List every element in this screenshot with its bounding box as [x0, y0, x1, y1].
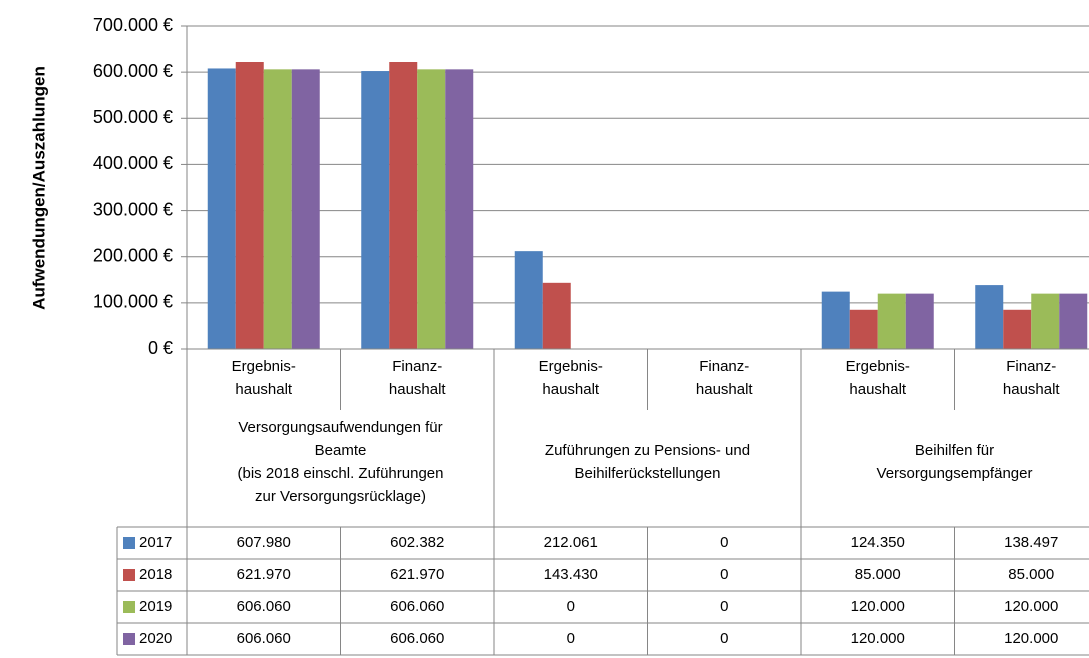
bar — [235, 62, 264, 349]
table-value: 606.060 — [237, 630, 291, 647]
table-value: 0 — [720, 566, 728, 583]
table-value: 143.430 — [544, 566, 598, 583]
table-value: 606.060 — [390, 630, 444, 647]
legend-label: 2019 — [139, 598, 172, 615]
category-label: Ergebnis- — [232, 358, 296, 375]
legend-label: 2017 — [139, 534, 172, 551]
bar — [263, 69, 292, 349]
table-value: 120.000 — [1004, 630, 1058, 647]
y-tick-label: 0 € — [148, 338, 173, 358]
y-tick-label: 300.000 € — [93, 199, 173, 219]
bar — [291, 69, 320, 349]
bar — [905, 293, 934, 349]
table-value: 124.350 — [851, 534, 905, 551]
table-value: 606.060 — [390, 598, 444, 615]
group-label: zur Versorgungsrücklage) — [255, 488, 426, 505]
category-label: haushalt — [849, 381, 907, 398]
category-label: Finanz- — [392, 358, 442, 375]
table-value: 0 — [720, 534, 728, 551]
category-label: haushalt — [696, 381, 754, 398]
bar — [877, 293, 906, 349]
table-value: 0 — [720, 598, 728, 615]
bar — [1031, 293, 1060, 349]
table-value: 85.000 — [855, 566, 901, 583]
legend-label: 2018 — [139, 566, 172, 583]
table-value: 621.970 — [390, 566, 444, 583]
category-label: haushalt — [1003, 381, 1061, 398]
y-tick-label: 400.000 € — [93, 153, 173, 173]
table-value: 621.970 — [237, 566, 291, 583]
bar — [849, 309, 878, 349]
group-label: Beamte — [315, 442, 367, 459]
category-label: haushalt — [389, 381, 447, 398]
bar — [975, 285, 1004, 349]
y-axis-title: Aufwendungen/Auszahlungen — [29, 66, 48, 310]
table-value: 120.000 — [851, 598, 905, 615]
y-tick-label: 600.000 € — [93, 61, 173, 81]
bar — [1003, 309, 1032, 349]
table-value: 607.980 — [237, 534, 291, 551]
category-label: Ergebnis- — [539, 358, 603, 375]
group-label: Versorgungsempfänger — [877, 465, 1033, 482]
table-value: 120.000 — [851, 630, 905, 647]
category-label: Finanz- — [1006, 358, 1056, 375]
table-value: 120.000 — [1004, 598, 1058, 615]
y-tick-label: 100.000 € — [93, 292, 173, 312]
group-label: Beihilfen für — [915, 442, 994, 459]
table-value: 0 — [567, 598, 575, 615]
category-label: Ergebnis- — [846, 358, 910, 375]
bar — [417, 69, 446, 349]
category-label: haushalt — [542, 381, 600, 398]
group-label: Zuführungen zu Pensions- und — [545, 442, 750, 459]
table-value: 0 — [567, 630, 575, 647]
table-value: 212.061 — [544, 534, 598, 551]
group-label: (bis 2018 einschl. Zuführungen — [238, 465, 444, 482]
table-value: 138.497 — [1004, 534, 1058, 551]
table-value: 602.382 — [390, 534, 444, 551]
bar — [821, 291, 850, 349]
group-label: Beihilferückstellungen — [575, 465, 721, 482]
y-tick-label: 200.000 € — [93, 245, 173, 265]
category-label: haushalt — [235, 381, 293, 398]
y-tick-label: 500.000 € — [93, 107, 173, 127]
legend-swatch — [123, 633, 135, 645]
legend-swatch — [123, 601, 135, 613]
bar — [389, 62, 418, 349]
table-value: 606.060 — [237, 598, 291, 615]
bar — [542, 282, 571, 349]
bar — [445, 69, 474, 349]
category-label: Finanz- — [699, 358, 749, 375]
bar — [207, 68, 236, 349]
legend-swatch — [123, 569, 135, 581]
table-value: 0 — [720, 630, 728, 647]
legend-label: 2020 — [139, 630, 172, 647]
bar — [361, 71, 390, 349]
table-value: 85.000 — [1008, 566, 1054, 583]
bar — [1059, 293, 1088, 349]
bar — [514, 251, 543, 349]
legend-swatch — [123, 537, 135, 549]
group-label: Versorgungsaufwendungen für — [238, 419, 442, 436]
y-tick-label: 700.000 € — [93, 15, 173, 35]
